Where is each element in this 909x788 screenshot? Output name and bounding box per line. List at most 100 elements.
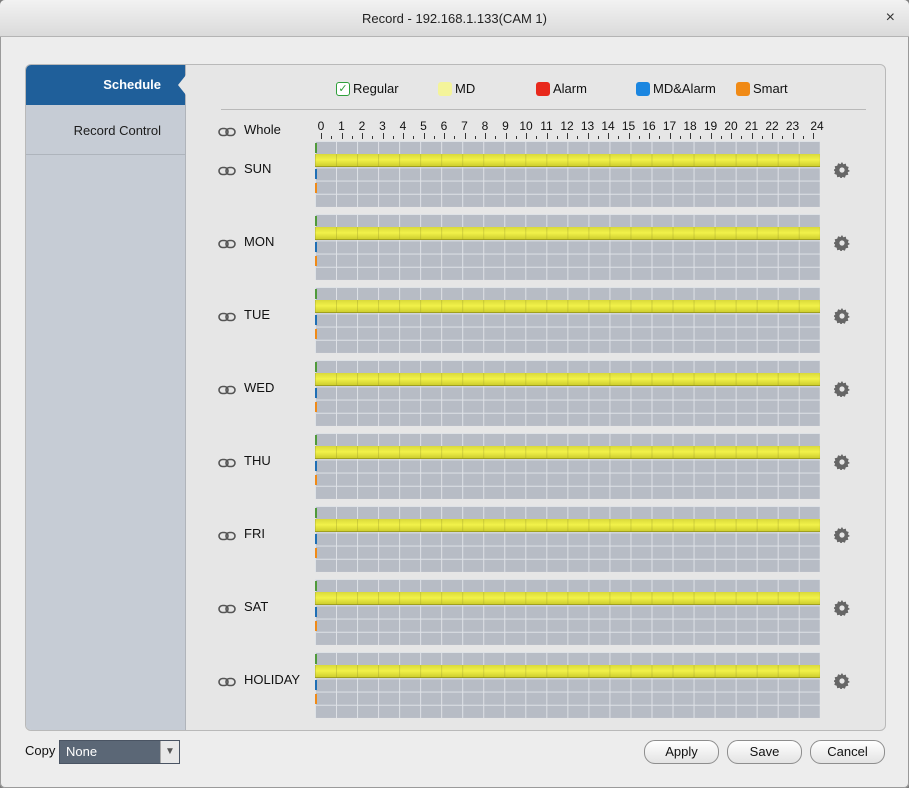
whole-row-label[interactable]: Whole xyxy=(218,122,281,137)
link-icon[interactable] xyxy=(218,125,236,136)
gear-icon[interactable] xyxy=(833,381,850,398)
day-row-label-holiday[interactable]: HOLIDAY xyxy=(218,672,300,687)
gear-icon[interactable] xyxy=(833,308,850,325)
legend-item-smart[interactable]: Smart xyxy=(736,81,788,96)
hour-label: 10 xyxy=(519,119,533,133)
lane-marker xyxy=(315,242,317,253)
lane-marker xyxy=(315,255,317,266)
hour-label: 9 xyxy=(502,119,509,133)
link-icon[interactable] xyxy=(218,456,236,467)
checkbox-checked-icon[interactable]: ✓ xyxy=(336,81,350,96)
regular-record-bar[interactable] xyxy=(315,154,820,167)
schedule-grid-holiday[interactable] xyxy=(315,652,820,718)
hour-label: 16 xyxy=(642,119,656,133)
half-hour-tick xyxy=(536,136,538,139)
gear-icon[interactable] xyxy=(833,454,850,471)
hour-label: 6 xyxy=(440,119,448,133)
lane-marker xyxy=(315,607,317,618)
schedule-grid-tue[interactable] xyxy=(315,287,820,353)
link-icon[interactable] xyxy=(218,237,236,248)
schedule-grid-fri[interactable] xyxy=(315,506,820,572)
hour-tick xyxy=(403,133,404,139)
hour-label: 5 xyxy=(420,119,427,133)
half-hour-tick xyxy=(638,136,640,139)
legend-swatch xyxy=(736,81,750,96)
day-label: MON xyxy=(244,234,275,249)
legend-item-md[interactable]: MD xyxy=(438,81,475,96)
link-icon[interactable] xyxy=(218,383,236,394)
day-row-label-sat[interactable]: SAT xyxy=(218,599,268,614)
regular-record-bar[interactable] xyxy=(315,227,820,240)
regular-record-bar[interactable] xyxy=(315,446,820,459)
link-icon[interactable] xyxy=(218,602,236,613)
day-row-label-thu[interactable]: THU xyxy=(218,453,271,468)
hour-tick xyxy=(567,133,568,139)
regular-record-bar[interactable] xyxy=(315,300,820,313)
copy-select[interactable]: None ▼ xyxy=(59,740,180,764)
legend-label: Alarm xyxy=(553,81,587,96)
day-row-label-tue[interactable]: TUE xyxy=(218,307,270,322)
close-icon[interactable]: × xyxy=(885,9,895,26)
lane-marker xyxy=(315,289,317,299)
hour-tick xyxy=(813,133,814,139)
hour-tick xyxy=(649,133,650,139)
legend-item-mdalarm[interactable]: MD&Alarm xyxy=(636,81,716,96)
sidebar-item-record-control[interactable]: Record Control xyxy=(26,111,185,155)
regular-record-bar[interactable] xyxy=(315,373,820,386)
schedule-grid-mon[interactable] xyxy=(315,214,820,280)
schedule-grid-sat[interactable] xyxy=(315,579,820,645)
link-icon[interactable] xyxy=(218,164,236,175)
link-icon[interactable] xyxy=(218,529,236,540)
lane-marker xyxy=(315,362,317,372)
legend-item-regular[interactable]: ✓ Regular xyxy=(336,81,399,96)
schedule-grid-thu[interactable] xyxy=(315,433,820,499)
schedule-grid-wed[interactable] xyxy=(315,360,820,426)
lane-marker xyxy=(315,680,317,691)
hour-tick xyxy=(751,133,753,139)
half-hour-tick xyxy=(433,136,435,139)
schedule-panel: Schedule Record Control ✓ Regular MD Alarm M… xyxy=(25,64,886,731)
hour-tick xyxy=(710,133,712,139)
half-hour-tick xyxy=(679,136,681,139)
hour-label: 1 xyxy=(338,119,345,133)
hour-label: 15 xyxy=(621,119,636,133)
day-label: FRI xyxy=(244,526,265,541)
hour-tick xyxy=(546,133,548,139)
chevron-down-icon[interactable]: ▼ xyxy=(160,741,179,763)
regular-record-bar[interactable] xyxy=(315,519,820,532)
legend-item-alarm[interactable]: Alarm xyxy=(536,81,587,96)
half-hour-tick xyxy=(413,136,415,139)
regular-bar-gridlines xyxy=(315,665,820,678)
day-row-label-wed[interactable]: WED xyxy=(218,380,274,395)
legend-swatch xyxy=(438,81,452,96)
regular-record-bar[interactable] xyxy=(315,665,820,678)
window-title: Record - 192.168.1.133(CAM 1) xyxy=(362,11,547,26)
whole-label: Whole xyxy=(244,122,281,137)
regular-bar-gridlines xyxy=(315,446,820,459)
gear-icon[interactable] xyxy=(833,235,850,252)
save-button[interactable]: Save xyxy=(727,740,802,764)
half-hour-tick xyxy=(372,136,374,139)
lane-marker xyxy=(315,328,317,339)
regular-record-bar[interactable] xyxy=(315,592,820,605)
lane-marker xyxy=(315,435,317,445)
gear-icon[interactable] xyxy=(833,673,850,690)
schedule-grid-sun[interactable] xyxy=(315,141,820,207)
sidebar-item-schedule[interactable]: Schedule xyxy=(26,65,186,105)
gear-icon[interactable] xyxy=(833,162,850,179)
half-hour-tick xyxy=(659,136,661,139)
lane-marker xyxy=(315,620,317,631)
link-icon[interactable] xyxy=(218,310,236,321)
gear-icon[interactable] xyxy=(833,527,850,544)
day-row-label-fri[interactable]: FRI xyxy=(218,526,265,541)
cancel-button[interactable]: Cancel xyxy=(810,740,885,764)
hour-tick xyxy=(362,133,363,139)
day-row-label-sun[interactable]: SUN xyxy=(218,161,271,176)
day-row-label-mon[interactable]: MON xyxy=(218,234,274,249)
link-icon[interactable] xyxy=(218,675,236,686)
half-hour-tick xyxy=(700,136,702,139)
apply-button[interactable]: Apply xyxy=(644,740,719,764)
day-label: SAT xyxy=(244,599,269,614)
gear-icon[interactable] xyxy=(833,600,850,617)
